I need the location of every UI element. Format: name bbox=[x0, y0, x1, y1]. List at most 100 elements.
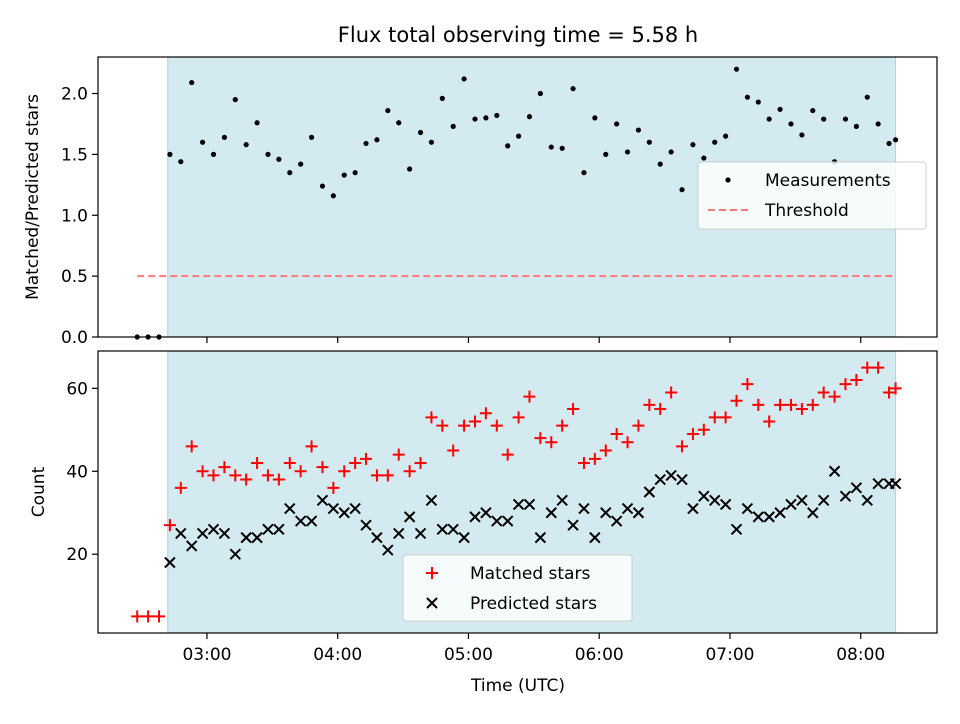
matched-star-point bbox=[174, 481, 187, 494]
predicted-star-point bbox=[512, 498, 525, 511]
legend-measurement-marker bbox=[725, 177, 731, 183]
top-y-axis-label: Matched/Predicted stars bbox=[23, 94, 43, 300]
matched-star-point bbox=[567, 403, 580, 416]
matched-star-point bbox=[251, 456, 264, 469]
measurement-point bbox=[374, 137, 380, 143]
matched-star-point bbox=[741, 378, 754, 391]
matched-star-point bbox=[889, 382, 902, 395]
matched-star-point bbox=[719, 411, 732, 424]
predicted-star-point bbox=[316, 494, 329, 507]
measurement-point bbox=[810, 107, 816, 114]
measurement-point bbox=[657, 161, 663, 167]
top-y-tick-label: 0.5 bbox=[61, 267, 88, 287]
matched-star-point bbox=[272, 473, 285, 486]
predicted-star-point bbox=[676, 473, 688, 486]
top-y-tick-label: 2.0 bbox=[61, 85, 88, 105]
matched-star-point bbox=[752, 398, 765, 411]
predicted-star-point bbox=[850, 482, 863, 494]
predicted-star-point bbox=[534, 531, 547, 544]
measurement-point bbox=[690, 142, 696, 148]
matched-star-point bbox=[207, 469, 220, 482]
matched-star-point bbox=[360, 452, 373, 465]
bottom-y-tick-label: 60 bbox=[66, 379, 88, 399]
measurement-point bbox=[788, 121, 794, 127]
measurement-points bbox=[134, 66, 899, 340]
matched-star-point bbox=[196, 465, 209, 478]
predicted-star-point bbox=[273, 523, 285, 536]
measurement-point bbox=[646, 139, 652, 145]
matched-star-point bbox=[305, 440, 318, 453]
measurement-point bbox=[341, 172, 347, 178]
top-panel: 0.00.51.01.52.0 Matched/Predicted stars … bbox=[23, 56, 938, 348]
predicted-star-point bbox=[796, 494, 808, 507]
measurement-point bbox=[385, 107, 391, 114]
matched-star-point bbox=[632, 419, 645, 432]
predicted-star-point bbox=[763, 511, 775, 523]
predicted-star-point bbox=[458, 531, 470, 544]
predicted-star-point bbox=[817, 494, 830, 507]
matched-star-point bbox=[872, 361, 885, 374]
matched-star-point bbox=[621, 436, 634, 449]
measurement-point bbox=[712, 139, 718, 145]
predicted-star-point bbox=[589, 531, 601, 544]
matched-star-point bbox=[697, 423, 710, 436]
predicted-star-point bbox=[741, 502, 754, 515]
measurement-point bbox=[450, 123, 456, 129]
matched-star-point bbox=[338, 465, 351, 478]
matched-star-point bbox=[447, 444, 460, 457]
predicted-star-point bbox=[294, 515, 307, 527]
matched-star-point bbox=[218, 461, 231, 474]
x-tick-label: 05:00 bbox=[444, 645, 493, 665]
predicted-star-point bbox=[480, 507, 492, 519]
predicted-star-point bbox=[719, 498, 732, 511]
matched-star-point bbox=[131, 610, 144, 623]
x-tick-label: 06:00 bbox=[575, 645, 624, 665]
matched-star-point bbox=[839, 378, 852, 391]
measurement-point bbox=[308, 134, 315, 140]
matched-star-point bbox=[828, 390, 841, 403]
predicted-star-point bbox=[889, 477, 902, 490]
x-tick-label: 03:00 bbox=[182, 645, 231, 665]
measurement-point bbox=[298, 161, 304, 167]
measurement-point bbox=[581, 170, 587, 176]
matched-star-point bbox=[861, 361, 874, 374]
predicted-star-point bbox=[578, 502, 590, 515]
predicted-star-point bbox=[774, 507, 786, 519]
measurement-point bbox=[319, 183, 326, 189]
matched-star-point bbox=[763, 415, 776, 428]
measurement-point bbox=[200, 139, 206, 145]
matched-star-point bbox=[545, 436, 558, 449]
legend-predicted-label: Predicted stars bbox=[470, 594, 597, 614]
measurement-point bbox=[483, 115, 489, 121]
measurement-point bbox=[592, 115, 598, 121]
predicted-star-point bbox=[393, 527, 405, 540]
bottom-axes-frame bbox=[97, 350, 938, 634]
x-axis-label: Time (UTC) bbox=[470, 676, 565, 696]
measurement-point bbox=[548, 144, 554, 150]
measurement-point bbox=[821, 116, 827, 122]
matched-star-point bbox=[490, 419, 503, 432]
predicted-star-point bbox=[632, 507, 645, 519]
matched-star-point bbox=[153, 610, 166, 623]
matched-star-point bbox=[806, 398, 819, 411]
measurement-point bbox=[363, 140, 369, 147]
measurement-point bbox=[799, 132, 805, 138]
x-tick-label: 07:00 bbox=[705, 645, 754, 665]
measurement-point bbox=[603, 151, 609, 157]
measurement-point bbox=[254, 120, 260, 126]
matched-star-point bbox=[381, 469, 394, 482]
matched-star-point bbox=[654, 403, 667, 416]
matched-star-point bbox=[142, 610, 155, 623]
measurement-point bbox=[167, 151, 173, 157]
figure-title: Flux total observing time = 5.58 h bbox=[338, 23, 698, 47]
top-y-tick-label: 1.5 bbox=[61, 145, 88, 165]
predicted-star-point bbox=[654, 473, 666, 486]
measurement-point bbox=[842, 116, 849, 122]
predicted-star-point bbox=[785, 498, 797, 511]
predicted-star-point bbox=[610, 515, 623, 527]
matched-star-point bbox=[774, 398, 787, 411]
measurement-point bbox=[624, 149, 631, 155]
predicted-star-point bbox=[545, 507, 557, 519]
